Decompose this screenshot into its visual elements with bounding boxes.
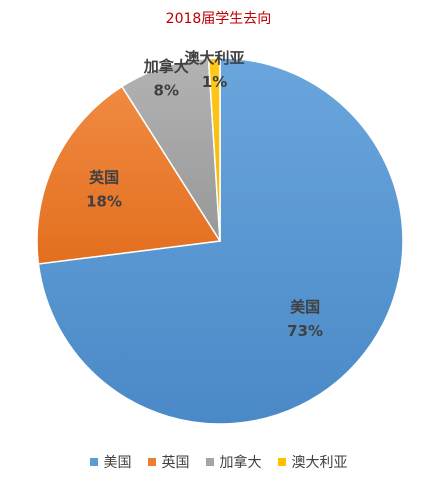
data-label-category-3: 澳大利亚 [185, 49, 245, 67]
pie-slice-1 [36, 85, 222, 265]
data-label-percent-0: 73% [287, 322, 323, 340]
legend-item-1: 英国 [147, 452, 190, 472]
pie-slice-3 [207, 57, 221, 242]
legend-label-0: 美国 [103, 455, 132, 471]
legend-item-2: 加拿大 [205, 452, 262, 472]
data-label-percent-3: 1% [202, 73, 227, 91]
legend-item-3: 澳大利亚 [277, 452, 348, 472]
legend-swatch-0 [89, 458, 98, 466]
data-label-percent-1: 18% [86, 192, 122, 210]
chart-title: 2018届学生去向 [165, 11, 272, 27]
pie-slice-2 [120, 57, 221, 242]
legend-label-1: 英国 [161, 455, 190, 471]
legend-swatch-1 [147, 458, 156, 466]
legend-item-0: 美国 [89, 452, 132, 472]
data-label-percent-2: 8% [154, 82, 179, 100]
legend-label-2: 加拿大 [219, 455, 262, 471]
data-label-category-1: 英国 [89, 168, 119, 186]
data-label-category-2: 加拿大 [143, 58, 189, 76]
data-label-category-0: 美国 [290, 298, 320, 316]
legend-swatch-3 [277, 458, 286, 466]
legend-label-3: 澳大利亚 [291, 455, 348, 471]
legend: 美国 英国 加拿大 澳大利亚 [0, 452, 437, 472]
legend-swatch-2 [205, 458, 214, 466]
